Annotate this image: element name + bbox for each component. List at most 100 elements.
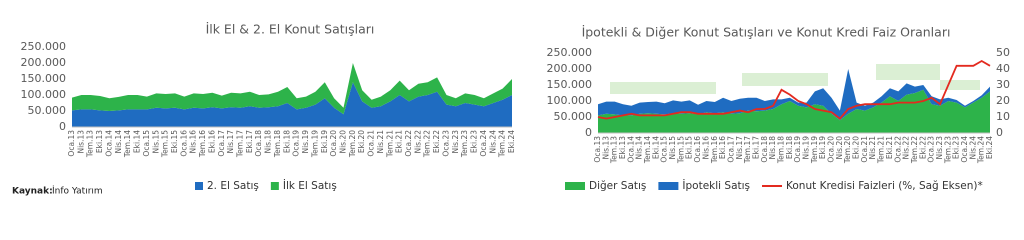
x-tick-label: Oca.18 bbox=[760, 136, 769, 163]
x-tick-label: Tem.22 bbox=[910, 136, 919, 164]
y-tick-label: 100.000 bbox=[547, 94, 593, 107]
x-tick-label: Eki.15 bbox=[170, 130, 179, 153]
x-tick-label: Eki.18 bbox=[785, 136, 794, 159]
x-tick-label: Nis.17 bbox=[226, 130, 235, 154]
x-tick-label: Oca.19 bbox=[793, 136, 802, 163]
x-tick-label: Oca.18 bbox=[254, 130, 263, 157]
y-tick-label: 150.000 bbox=[547, 78, 593, 91]
x-tick-label: Nis.23 bbox=[935, 136, 944, 160]
x-tick-label: Nis.16 bbox=[701, 136, 710, 160]
x-tick-label: Nis.21 bbox=[376, 130, 385, 154]
x-tick-label: Tem.14 bbox=[643, 136, 652, 164]
y2-tick-label: 20 bbox=[996, 94, 1010, 107]
y2-tick-label: 50 bbox=[996, 46, 1010, 59]
line bbox=[597, 59, 991, 120]
y2-tick-label: 0 bbox=[996, 126, 1003, 139]
y-tick-label: 200.000 bbox=[21, 56, 67, 69]
x-tick-label: Nis.23 bbox=[451, 130, 460, 154]
x-tick-label: Nis.19 bbox=[301, 130, 310, 154]
x-tick-label: Oca.17 bbox=[726, 136, 735, 163]
shade-band bbox=[940, 80, 980, 90]
y2-tick-label: 40 bbox=[996, 62, 1010, 75]
x-tick-label: Tem.21 bbox=[385, 130, 394, 158]
x-tick-label: Eki.24 bbox=[507, 130, 516, 153]
x-tick-label: Eki.19 bbox=[320, 130, 329, 153]
x-tick-label: Nis.20 bbox=[835, 136, 844, 160]
x-tick-label: Tem.13 bbox=[610, 136, 619, 164]
y2-tick-label: 10 bbox=[996, 110, 1010, 123]
x-tick-label: Tem.14 bbox=[123, 130, 132, 158]
legend-swatch bbox=[270, 182, 279, 190]
y-tick-label: 100.000 bbox=[21, 88, 67, 101]
area bbox=[598, 89, 990, 133]
legend-swatch bbox=[565, 182, 585, 190]
legend-label: Konut Kredisi Faizleri (%, Sağ Eksen)* bbox=[786, 180, 983, 192]
x-tick-label: Tem.13 bbox=[86, 130, 95, 158]
x-tick-label: Eki.21 bbox=[885, 136, 894, 159]
x-tick-label: Eki.14 bbox=[651, 136, 660, 159]
x-tick-label: Tem.15 bbox=[161, 130, 170, 158]
x-tick-label: Tem.20 bbox=[843, 136, 852, 164]
x-tick-label: Oca.21 bbox=[367, 130, 376, 157]
x-tick-label: Eki.22 bbox=[432, 130, 441, 153]
chart-title: İlk El & 2. El Konut Satışları bbox=[206, 22, 375, 37]
x-tick-label: Eki.16 bbox=[718, 136, 727, 159]
x-tick-label: Oca.20 bbox=[329, 130, 338, 157]
shade-band bbox=[876, 64, 940, 80]
y-tick-label: 200.000 bbox=[547, 62, 593, 75]
x-tick-label: Tem.16 bbox=[710, 136, 719, 164]
x-tick-label: Oca.15 bbox=[142, 130, 151, 157]
x-tick-label: Tem.21 bbox=[877, 136, 886, 164]
area bbox=[72, 63, 512, 115]
y-tick-label: 50.000 bbox=[28, 104, 67, 117]
y-tick-label: 0 bbox=[59, 120, 66, 133]
area bbox=[598, 69, 990, 121]
x-tick-label: Oca.15 bbox=[660, 136, 669, 163]
x-tick-label: Nis.20 bbox=[339, 130, 348, 154]
x-tick-label: Oca.22 bbox=[404, 130, 413, 157]
x-tick-label: Nis.15 bbox=[151, 130, 160, 154]
x-tick-label: Oca.24 bbox=[960, 136, 969, 163]
legend-label: 2. El Satış bbox=[207, 180, 259, 192]
x-tick-label: Eki.17 bbox=[752, 136, 761, 159]
x-tick-label: Oca.19 bbox=[292, 130, 301, 157]
source-text: İnfo Yatırım bbox=[52, 186, 103, 197]
x-tick-label: Tem.16 bbox=[198, 130, 207, 158]
x-tick-label: Tem.23 bbox=[943, 136, 952, 164]
x-tick-label: Tem.22 bbox=[423, 130, 432, 158]
area bbox=[72, 82, 512, 127]
x-tick-label: Nis.14 bbox=[635, 136, 644, 160]
x-tick-label: Nis.16 bbox=[189, 130, 198, 154]
x-tick-label: Nis.24 bbox=[968, 136, 977, 160]
x-tick-label: Tem.18 bbox=[777, 136, 786, 164]
chart-title: İpotekli & Diğer Konut Satışları ve Konu… bbox=[582, 25, 951, 40]
x-tick-label: Tem.15 bbox=[676, 136, 685, 164]
x-tick-label: Tem.19 bbox=[810, 136, 819, 164]
shading bbox=[610, 64, 980, 94]
x-tick-label: Oca.13 bbox=[593, 136, 602, 163]
x-tick-label: Oca.21 bbox=[860, 136, 869, 163]
x-tick-label: Eki.23 bbox=[470, 130, 479, 153]
x-tick-label: Oca.17 bbox=[217, 130, 226, 157]
x-tick-label: Eki.16 bbox=[207, 130, 216, 153]
x-tick-label: Eki.17 bbox=[245, 130, 254, 153]
x-tick-label: Nis.22 bbox=[902, 136, 911, 160]
x-tick-label: Oca.14 bbox=[626, 136, 635, 163]
page: Kaynak: İnfo Yatırım İlk El & 2. El Konu… bbox=[12, 21, 1010, 197]
x-tick-label: Oca.14 bbox=[104, 130, 113, 157]
legend-swatch bbox=[658, 182, 679, 190]
x-tick-label: Tem.24 bbox=[498, 130, 507, 158]
x-tick-label: Nis.13 bbox=[601, 136, 610, 160]
x-tick-label: Oca.13 bbox=[67, 130, 76, 157]
x-tick-label: Eki.19 bbox=[818, 136, 827, 159]
shade-band bbox=[610, 82, 716, 94]
x-tick-label: Oca.23 bbox=[442, 130, 451, 157]
x-tick-label: Nis.21 bbox=[868, 136, 877, 160]
y-tick-label: 150.000 bbox=[21, 72, 67, 85]
x-tick-label: Oca.16 bbox=[179, 130, 188, 157]
x-tick-label: Nis.13 bbox=[76, 130, 85, 154]
x-tick-label: Eki.18 bbox=[282, 130, 291, 153]
y-tick-label: 50.000 bbox=[554, 110, 593, 123]
x-tick-label: Eki.13 bbox=[95, 130, 104, 153]
x-tick-label: Eki.20 bbox=[852, 136, 861, 159]
